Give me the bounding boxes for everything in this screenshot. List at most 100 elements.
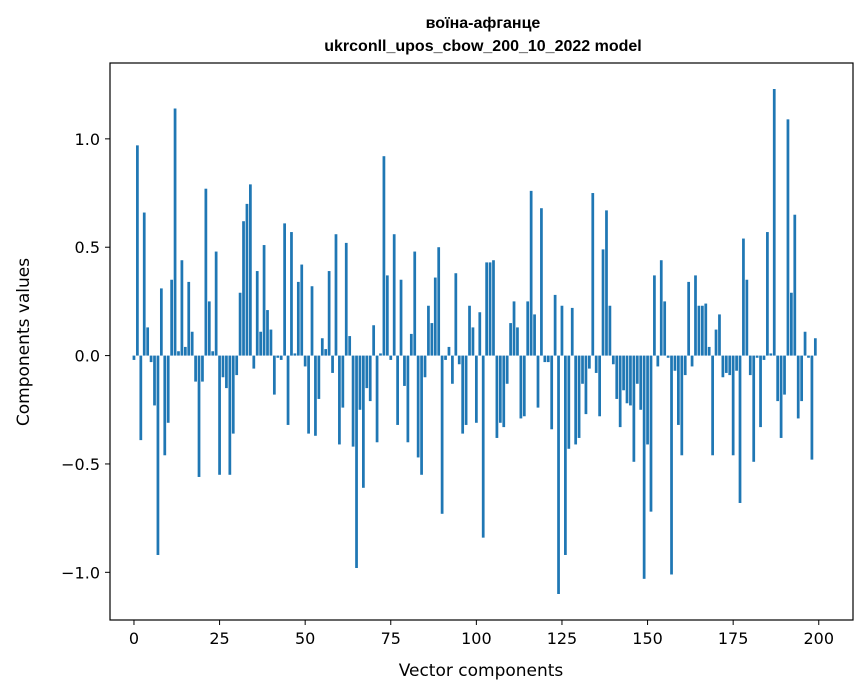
bar-129 — [574, 355, 578, 445]
bar-83 — [416, 355, 420, 458]
bar-186 — [769, 353, 773, 356]
bar-113 — [519, 355, 523, 419]
bar-40 — [269, 329, 273, 356]
bar-154 — [659, 260, 663, 356]
bar-24 — [214, 251, 218, 356]
bar-134 — [591, 193, 595, 356]
bar-133 — [587, 355, 591, 369]
bar-155 — [663, 301, 667, 356]
bar-78 — [399, 279, 403, 356]
bar-69 — [368, 355, 372, 402]
bar-178 — [742, 238, 745, 356]
bar-6 — [153, 355, 156, 406]
bar-137 — [601, 249, 605, 356]
bar-162 — [687, 281, 691, 356]
bar-50 — [303, 355, 307, 367]
bar-8 — [159, 288, 163, 356]
bar-88 — [433, 277, 437, 356]
bar-26 — [221, 355, 225, 378]
bar-100 — [474, 355, 478, 423]
bar-163 — [690, 355, 694, 367]
bar-84 — [420, 355, 423, 475]
bar-144 — [625, 355, 629, 404]
bar-18 — [194, 355, 197, 382]
bar-181 — [752, 355, 756, 462]
bar-61 — [341, 355, 345, 408]
bar-170 — [714, 329, 718, 356]
bar-107 — [498, 355, 502, 423]
bar-45 — [286, 355, 290, 425]
bar-168 — [707, 346, 711, 356]
x-tick-label: 100 — [461, 629, 492, 648]
bar-135 — [594, 355, 598, 373]
bar-87 — [430, 323, 434, 356]
bar-23 — [211, 351, 215, 356]
bar-180 — [748, 355, 752, 376]
bar-128 — [570, 307, 574, 356]
bar-127 — [567, 355, 571, 449]
bar-54 — [317, 355, 321, 399]
bar-72 — [379, 353, 382, 356]
bar-11 — [170, 279, 173, 356]
bar-5 — [149, 355, 153, 363]
bar-126 — [564, 355, 567, 555]
bar-147 — [635, 355, 639, 384]
bar-188 — [776, 355, 780, 402]
bar-59 — [334, 234, 338, 356]
bar-90 — [440, 355, 444, 514]
bar-124 — [557, 355, 560, 594]
bar-29 — [231, 355, 235, 434]
bar-103 — [485, 262, 489, 356]
bar-81 — [409, 333, 413, 356]
bar-122 — [550, 355, 554, 430]
bar-21 — [204, 188, 208, 356]
bar-56 — [324, 349, 328, 356]
bar-79 — [403, 355, 406, 386]
bar-194 — [796, 355, 800, 419]
bar-167 — [704, 303, 708, 356]
bar-20 — [201, 355, 204, 382]
bar-142 — [618, 355, 622, 428]
bar-93 — [451, 355, 454, 384]
bar-161 — [683, 355, 687, 376]
y-tick-label: −1.0 — [61, 563, 100, 582]
bar-43 — [279, 355, 283, 360]
bar-32 — [242, 221, 245, 356]
x-axis-ticks: 0 25 50 75 100 125 150 175 200 — [129, 620, 834, 648]
bar-41 — [272, 355, 276, 395]
plot-frame — [109, 62, 854, 621]
bar-33 — [245, 203, 249, 356]
x-axis-label: Vector components — [399, 661, 564, 681]
bar-119 — [540, 208, 543, 356]
bar-172 — [721, 355, 725, 378]
bar-58 — [331, 355, 334, 373]
bar-138 — [605, 210, 608, 356]
bar-16 — [187, 281, 191, 356]
bar-31 — [238, 292, 242, 356]
bar-140 — [611, 355, 615, 365]
bar-159 — [677, 355, 680, 425]
bar-49 — [300, 264, 304, 356]
bar-111 — [512, 301, 516, 356]
bar-156 — [666, 355, 670, 358]
bar-171 — [718, 314, 721, 356]
x-tick-label: 50 — [295, 629, 315, 648]
bar-157 — [670, 355, 673, 575]
x-tick-label: 25 — [209, 629, 229, 648]
bar-13 — [177, 351, 180, 356]
x-tick-label: 200 — [803, 629, 834, 648]
bar-55 — [320, 338, 324, 356]
bar-148 — [639, 355, 643, 410]
bar-73 — [382, 156, 386, 356]
bar-47 — [293, 353, 297, 356]
bar-160 — [680, 355, 684, 456]
bar-105 — [492, 260, 495, 356]
chart-subtitle: ukrconll_upos_cbow_200_10_2022 model — [324, 38, 641, 55]
bar-116 — [529, 190, 533, 356]
bar-3 — [142, 212, 146, 356]
bar-195 — [800, 355, 804, 402]
bar-193 — [793, 214, 797, 356]
y-axis-ticks: −1.0 −0.5 0.0 0.5 1.0 — [61, 130, 110, 582]
x-tick-label: 150 — [632, 629, 663, 648]
bar-112 — [516, 327, 519, 356]
